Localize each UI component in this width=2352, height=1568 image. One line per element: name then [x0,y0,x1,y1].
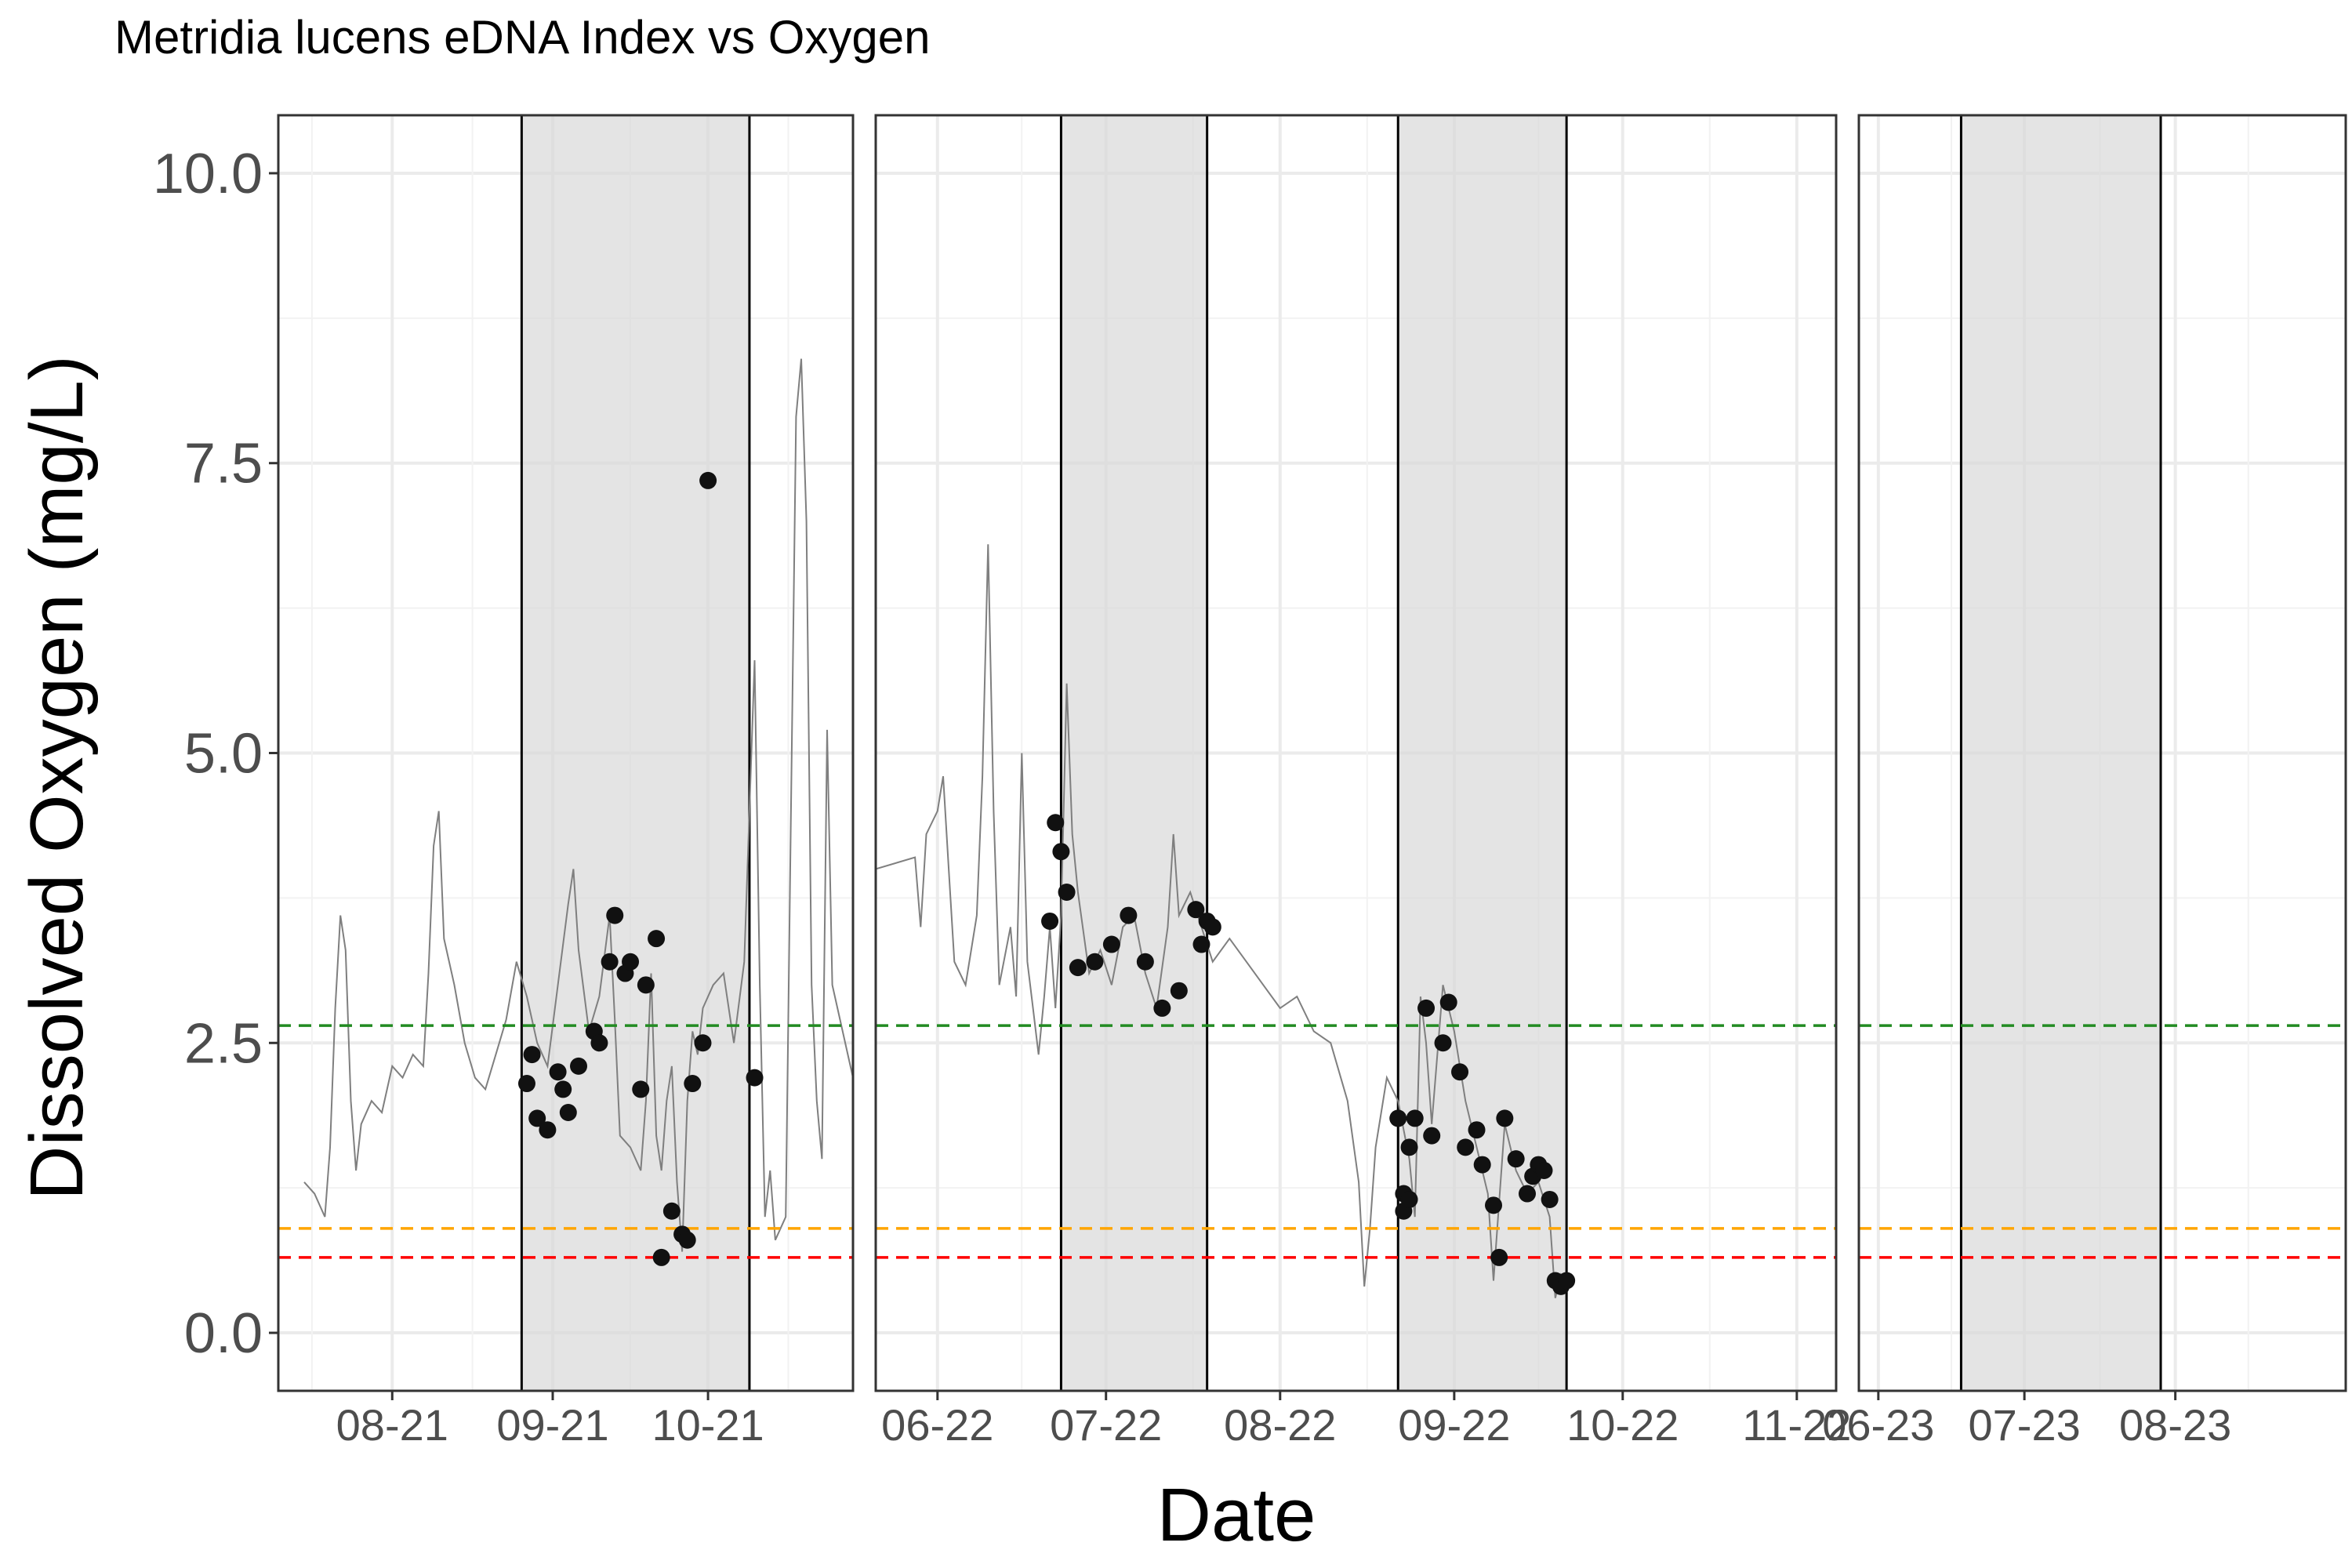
edna-point [606,906,624,924]
panel-border [874,114,1838,1392]
y-tick-label: 0.0 [184,1302,263,1365]
panel-1: 08-21 09-21 10-21 [277,114,855,1450]
panel-3: 06-23 07-23 08-23 [1822,114,2347,1450]
x-tick-label: 06-23 [1822,1400,1934,1450]
edna-point [517,1075,535,1093]
edna-point [590,1034,608,1052]
edna-point [1535,1161,1553,1179]
edna-point [1507,1150,1525,1168]
edna-point [1120,906,1138,924]
edna-point [1102,935,1120,953]
edna-point [1400,1138,1418,1156]
edna-point [662,1202,681,1220]
edna-point [694,1034,712,1052]
edna-point [1153,999,1171,1017]
x-tick-label: 10-21 [652,1400,764,1450]
edna-point [1496,1109,1514,1127]
edna-point [1058,883,1076,901]
edna-point [637,976,655,994]
shaded-window [1961,115,2161,1391]
edna-point [1485,1196,1503,1214]
edna-point [1473,1156,1491,1174]
y-axis-ticks: 0.0 2.5 5.0 7.5 10.0 [153,143,278,1365]
panels-layer: 08-21 09-21 10-21 06-22 07-22 08-22 09-22 10-22… [277,114,2347,1450]
edna-point [1451,1063,1469,1081]
y-tick-label: 2.5 [184,1012,263,1075]
edna-point [684,1075,702,1093]
x-tick-label: 08-22 [1224,1400,1336,1450]
x-tick-label: 07-22 [1050,1400,1162,1450]
edna-point [1389,1109,1407,1127]
y-tick-label: 10.0 [153,143,263,205]
x-tick-label: 07-23 [1969,1400,2081,1450]
y-axis-title: Dissolved Oxygen (mg/L) [15,355,99,1200]
edna-point [1490,1248,1508,1266]
edna-point [1434,1034,1452,1052]
panel-border [1857,114,2347,1392]
edna-point [699,471,717,489]
oxygen-series-line [876,544,1568,1298]
edna-point [559,1104,577,1122]
edna-point [1417,999,1436,1017]
x-tick-label: 08-21 [336,1400,448,1450]
edna-point [1406,1109,1424,1127]
edna-point [1400,1190,1418,1208]
edna-point [549,1063,567,1081]
x-tick-label: 10-22 [1566,1400,1679,1450]
x-tick-label: 09-21 [496,1400,608,1450]
edna-point [1558,1272,1576,1290]
edna-point [746,1069,764,1087]
edna-point [622,953,640,971]
edna-point [1136,953,1154,971]
edna-point [1468,1121,1486,1139]
x-tick-label: 06-22 [881,1400,993,1450]
edna-point [601,953,619,971]
edna-point [678,1231,696,1249]
panel-2: 06-22 07-22 08-22 09-22 10-22 11-22 [874,114,1851,1450]
edna-point [1086,953,1104,971]
edna-point [1170,982,1188,1000]
edna-point [554,1080,572,1098]
edna-point [1187,901,1205,919]
shaded-window [1061,115,1207,1391]
edna-point [528,1109,546,1127]
edna-point [1047,814,1065,832]
edna-point [1052,843,1070,861]
y-tick-label: 7.5 [184,433,263,495]
edna-point [1518,1185,1536,1203]
x-tick-label: 11-22 [1742,1400,1851,1450]
edna-point [1041,912,1059,930]
edna-point [1423,1127,1441,1145]
edna-point [1203,918,1221,936]
edna-point [1439,993,1457,1011]
x-tick-label: 08-23 [2119,1400,2231,1450]
x-tick-label: 09-22 [1398,1400,1510,1450]
edna-point [1069,959,1087,977]
shaded-window [521,115,750,1391]
edna-point [539,1121,557,1139]
edna-point [652,1248,670,1266]
edna-point [570,1057,588,1075]
x-axis-title: Date [1157,1473,1316,1557]
edna-point [1541,1190,1559,1208]
edna-point [523,1046,541,1064]
edna-point [632,1080,650,1098]
edna-point [648,930,666,948]
chart-title: Metridia lucens eDNA Index vs Oxygen [114,11,930,64]
edna-point [1192,935,1210,953]
edna-point [1457,1138,1475,1156]
y-tick-label: 5.0 [184,723,263,786]
